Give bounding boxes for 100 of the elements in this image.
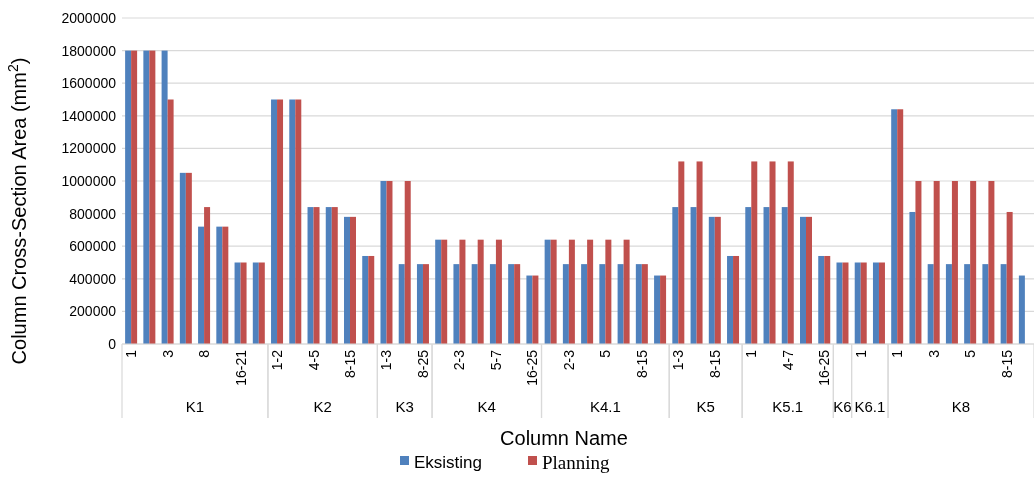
text: K4 xyxy=(477,398,496,415)
bar xyxy=(350,216,356,344)
bar xyxy=(860,262,867,344)
legend-label: Eksisting xyxy=(414,452,483,472)
bar xyxy=(842,262,849,344)
y-tick-label: 1800000 xyxy=(61,42,117,59)
bar xyxy=(854,262,861,344)
bar xyxy=(258,262,265,344)
x-tick-label: 1 xyxy=(852,349,869,358)
x-tick-label: 2-3 xyxy=(560,349,577,371)
bar xyxy=(143,50,150,344)
bar xyxy=(787,161,794,344)
x-tick-label: 4-5 xyxy=(305,349,322,371)
text: K2 xyxy=(313,398,332,415)
bar xyxy=(660,275,667,344)
bar xyxy=(769,161,776,344)
bar xyxy=(988,181,995,344)
bar xyxy=(800,216,806,344)
y-tick-label: 2000000 xyxy=(61,9,117,26)
bar xyxy=(1018,275,1025,344)
bar xyxy=(897,109,904,344)
bar xyxy=(380,181,387,344)
x-tick-label: 1-3 xyxy=(378,349,395,371)
bar xyxy=(678,161,685,344)
text: K8 xyxy=(951,398,971,415)
bar xyxy=(544,239,551,344)
x-tick-label: 5 xyxy=(597,349,614,358)
bar xyxy=(745,207,752,344)
bar xyxy=(951,181,958,344)
bar xyxy=(824,255,831,344)
x-tick-label: 1 xyxy=(889,349,906,358)
bar xyxy=(982,264,989,344)
bar xyxy=(526,275,533,344)
bar xyxy=(471,264,478,344)
text: K4.1 xyxy=(589,398,621,415)
bar xyxy=(344,216,350,344)
bar xyxy=(532,275,539,344)
bar xyxy=(453,264,460,344)
bar xyxy=(161,50,168,344)
bar xyxy=(489,264,496,344)
bar xyxy=(550,239,557,344)
x-tick-label: 5-7 xyxy=(487,349,504,371)
bar xyxy=(836,262,843,344)
x-axis-title: Column Name xyxy=(500,427,628,449)
bar xyxy=(751,161,758,344)
bar xyxy=(927,264,934,344)
bar xyxy=(581,264,588,344)
bar xyxy=(313,207,320,344)
bar xyxy=(514,264,521,344)
bar xyxy=(508,264,515,344)
bar xyxy=(459,239,466,344)
x-tick-label: 3 xyxy=(159,349,176,358)
bar xyxy=(185,172,192,344)
bar xyxy=(495,239,502,344)
bar xyxy=(654,275,661,344)
bar xyxy=(404,181,411,344)
x-tick-label: 8-15 xyxy=(998,349,1015,379)
x-tick-label: 4-7 xyxy=(779,349,796,371)
bar xyxy=(216,226,223,344)
x-tick-label: 8-15 xyxy=(633,349,650,379)
bar xyxy=(131,50,138,344)
x-tick-label: 1-3 xyxy=(670,349,687,371)
bar xyxy=(599,264,606,344)
x-tick-label: 8-25 xyxy=(414,349,431,379)
bar xyxy=(277,99,284,344)
y-tick-label: 1600000 xyxy=(61,75,117,92)
bar xyxy=(477,239,484,344)
bar xyxy=(891,109,898,344)
text: K1 xyxy=(185,398,205,415)
bar xyxy=(441,239,448,344)
legend-label: Planning xyxy=(542,451,611,473)
bar xyxy=(909,211,916,344)
bar xyxy=(964,264,971,344)
y-tick-label: 800000 xyxy=(69,205,117,222)
y-tick-label: 600000 xyxy=(69,238,117,255)
bar xyxy=(733,255,740,344)
bar xyxy=(763,207,770,344)
bar xyxy=(872,262,879,344)
bar xyxy=(568,239,575,344)
bar xyxy=(295,99,302,344)
bar xyxy=(818,255,825,344)
bar xyxy=(167,99,174,344)
bar xyxy=(562,264,569,344)
y-tick-label: 400000 xyxy=(69,270,117,287)
bar xyxy=(623,239,630,344)
bar xyxy=(1000,264,1007,344)
y-tick-label: 0 xyxy=(108,335,117,352)
bar xyxy=(149,50,156,344)
x-tick-label: 1 xyxy=(123,349,140,358)
x-tick-label: 8-15 xyxy=(706,349,723,379)
x-tick-label: 8-15 xyxy=(342,349,358,379)
bar xyxy=(635,264,642,344)
bar xyxy=(368,255,375,344)
bar xyxy=(945,264,952,344)
x-tick-label: 3 xyxy=(925,349,942,358)
y-tick-label: 200000 xyxy=(69,303,117,320)
x-tick-label: 1-2 xyxy=(269,349,286,371)
bar xyxy=(234,262,241,344)
text: K5 xyxy=(696,398,715,415)
y-tick-label: 1000000 xyxy=(61,172,117,189)
